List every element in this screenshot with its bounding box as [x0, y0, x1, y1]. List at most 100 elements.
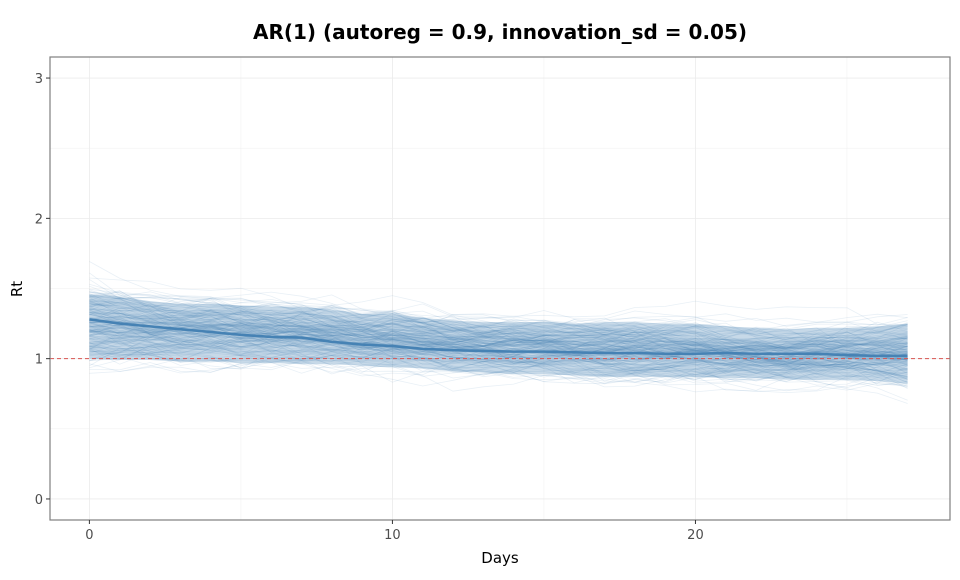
sample-path [89, 302, 908, 361]
sample-path [89, 329, 908, 381]
sample-path [89, 294, 908, 349]
sample-path [89, 328, 908, 363]
sample-path [89, 325, 908, 359]
sample-path [89, 339, 908, 369]
sample-path [89, 334, 908, 373]
sample-path [89, 329, 908, 371]
y-tick-label: 3 [35, 72, 43, 87]
x-axis-label: Days [481, 549, 519, 567]
sample-path [89, 314, 908, 394]
sample-path [89, 295, 908, 350]
sample-path [89, 336, 908, 367]
sample-paths [89, 261, 908, 404]
sample-path [89, 320, 908, 351]
sample-path [89, 324, 908, 358]
sample-path [89, 320, 908, 374]
sample-path [89, 324, 908, 345]
sample-path [89, 326, 908, 367]
sample-path [89, 313, 908, 350]
sample-path [89, 318, 908, 344]
sample-path [89, 306, 908, 371]
sample-path [89, 305, 908, 369]
sample-path [89, 315, 908, 376]
sample-path [89, 311, 908, 383]
sample-path [89, 294, 908, 366]
sample-path [89, 308, 908, 360]
sample-path [89, 321, 908, 363]
sample-path [89, 331, 908, 379]
sample-path [89, 320, 908, 353]
grid [50, 57, 950, 520]
sample-path [89, 318, 908, 378]
sample-path [89, 338, 908, 371]
sample-path [89, 297, 908, 349]
axis-ticks: 0 10 20 0 1 2 3 [35, 72, 704, 543]
y-tick-label: 0 [35, 493, 43, 508]
sample-path [89, 350, 908, 392]
sample-path [89, 325, 908, 380]
sample-path [89, 289, 908, 369]
sample-path [89, 331, 908, 374]
sample-path [89, 330, 908, 367]
sample-path [89, 312, 908, 371]
credible-interval-ribbon [89, 294, 908, 384]
sample-path [89, 309, 908, 373]
sample-path [89, 311, 908, 377]
sample-path [89, 330, 908, 371]
sample-path [89, 299, 908, 353]
sample-path [89, 321, 908, 393]
sample-path [89, 303, 908, 329]
sample-path [89, 297, 908, 348]
sample-path [89, 341, 908, 371]
sample-path [89, 311, 908, 362]
sample-path [89, 291, 908, 359]
sample-path [89, 310, 908, 338]
sample-path [89, 305, 908, 358]
sample-path [89, 359, 908, 387]
sample-path [89, 303, 908, 382]
sample-path [89, 299, 908, 361]
sample-path [89, 297, 908, 349]
sample-path [89, 300, 908, 370]
sample-path [89, 347, 908, 374]
sample-path [89, 313, 908, 378]
sample-path [89, 310, 908, 361]
sample-path [89, 329, 908, 359]
sample-path [89, 332, 908, 361]
sample-path [89, 325, 908, 362]
sample-path [89, 322, 908, 378]
sample-path [89, 357, 908, 382]
sample-path [89, 337, 908, 374]
y-tick-label: 1 [35, 353, 43, 368]
sample-path [89, 330, 908, 387]
sample-path [89, 285, 908, 365]
sample-path [89, 288, 908, 354]
sample-path [89, 301, 908, 369]
sample-path [89, 272, 908, 372]
sample-path [89, 312, 908, 366]
y-tick-label: 2 [35, 212, 43, 227]
sample-path [89, 313, 908, 350]
sample-path [89, 323, 908, 373]
y-axis-label: Rt [8, 281, 26, 297]
sample-path [89, 295, 908, 355]
sample-path [89, 291, 908, 357]
sample-path [89, 318, 908, 350]
sample-path [89, 323, 908, 349]
sample-path [89, 339, 908, 379]
x-tick-label: 10 [384, 528, 401, 543]
sample-path [89, 347, 908, 404]
sample-path [89, 336, 908, 379]
sample-path [89, 321, 908, 366]
sample-path [89, 324, 908, 384]
sample-path [89, 316, 908, 372]
sample-path [89, 310, 908, 383]
sample-path [89, 302, 908, 352]
sample-path [89, 346, 908, 368]
plot-panel-border [49, 56, 951, 521]
sample-path [89, 335, 908, 363]
sample-path [89, 321, 908, 356]
sample-path [89, 317, 908, 373]
sample-path [89, 319, 908, 378]
